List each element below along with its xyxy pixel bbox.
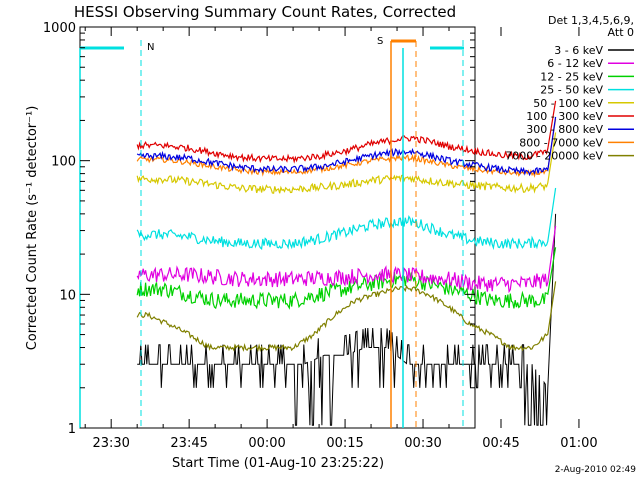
legend-label: 12 - 25 keV — [540, 70, 603, 83]
x-tick-label: 00:45 — [482, 436, 519, 451]
night-marker-label: N — [147, 42, 154, 53]
legend-label: 100 - 300 keV — [526, 110, 603, 123]
legend-label: 6 - 12 keV — [547, 57, 603, 70]
legend-label: 50 - 100 keV — [533, 97, 603, 110]
chart-title: HESSI Observing Summary Count Rates, Cor… — [74, 3, 456, 21]
legend-header: Att 0 — [608, 26, 634, 39]
legend-label: 3 - 6 keV — [554, 44, 603, 57]
x-tick-label: 23:45 — [170, 436, 207, 451]
x-tick-label: 00:30 — [404, 436, 441, 451]
series-line — [136, 187, 557, 251]
x-tick-label: 00:15 — [326, 436, 363, 451]
x-tick-label: 23:30 — [92, 436, 129, 451]
series-line — [136, 247, 557, 310]
x-axis-label: Start Time (01-Aug-10 23:25:22) — [172, 456, 384, 471]
y-tick-label: 100 — [51, 155, 76, 170]
x-tick-label: 00:00 — [248, 436, 285, 451]
series-line — [136, 118, 557, 178]
x-axis: 23:30 23:45 00:00 00:15 00:30 00:45 01:00 — [84, 27, 598, 451]
x-tick-label: 01:00 — [560, 436, 597, 451]
series-line — [136, 281, 557, 353]
series-line — [137, 213, 557, 426]
legend-label: 300 - 800 keV — [526, 123, 603, 136]
legend-label: 7000 - 20000 keV — [505, 150, 603, 163]
legend-label: 800 - 7000 keV — [519, 136, 603, 149]
series-line — [136, 225, 557, 294]
legend-label: 25 - 50 keV — [540, 84, 603, 97]
series-group — [136, 100, 557, 426]
series-line — [136, 132, 557, 194]
y-tick-label: 1 — [68, 422, 76, 437]
plot-frame — [79, 26, 476, 429]
legend-header: Det 1,3,4,5,6,9, — [548, 14, 634, 27]
y-axis-label: Corrected Count Rate (s⁻¹ detector⁻¹) — [25, 106, 40, 351]
timestamp: 2-Aug-2010 02:49 — [555, 465, 637, 475]
y-axis: 1 10 100 1000 — [43, 21, 475, 437]
y-tick-label: 1000 — [43, 21, 76, 36]
plot-area — [79, 26, 476, 429]
series-line — [136, 100, 557, 164]
saa-marker-label: S — [377, 36, 383, 47]
series-line — [136, 116, 557, 177]
y-tick-label: 10 — [59, 288, 76, 303]
observing-markers: NS — [79, 36, 464, 428]
